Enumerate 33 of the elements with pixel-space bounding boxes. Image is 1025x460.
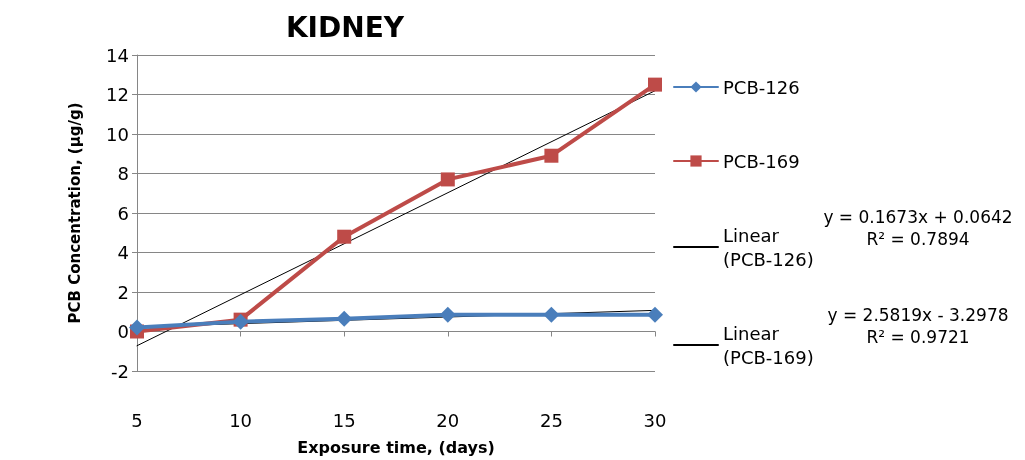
text: y = 2.5819x - 3.2978 R² = 0.9721 [827,305,1009,347]
y-tick-label: 0 [117,321,129,342]
legend-label: Linear (PCB-169) [723,322,814,368]
x-tick-label: 20 [436,409,460,431]
y-tick-label: 4 [117,242,129,263]
point [440,172,455,187]
text: y = 0.1673x + 0.0642 R² = 0.7894 [823,207,1013,249]
point [337,229,352,244]
point [129,319,145,336]
y-axis-title: PCB Concentration, (µg/g) [65,102,84,324]
y-tick-label: 2 [117,281,129,303]
x-axis-title: Exposure time, (days) [297,437,495,457]
y-tick-label: 14 [106,44,129,66]
point [336,310,353,327]
point [648,77,662,92]
chart-title: KIDNEY [285,10,405,44]
point [543,306,560,323]
legend-label: PCB-126 [723,76,800,98]
y-tick-label: -2 [111,360,129,382]
point [544,148,559,163]
x-tick-label: 10 [229,409,253,431]
legend-label: Linear (PCB-126) [723,224,814,270]
point [647,306,663,323]
x-tick-label: 5 [131,409,143,431]
y-tick-label: 6 [117,202,129,224]
point [439,306,456,323]
y-tick-label: 8 [117,163,129,184]
y-tick-label: 12 [106,84,129,105]
x-tick-label: 25 [539,409,563,431]
legend-label: PCB-169 [723,150,800,172]
y-tick-label: 10 [106,123,129,145]
x-tick-label: 30 [643,409,667,431]
x-tick-label: 15 [332,409,356,431]
